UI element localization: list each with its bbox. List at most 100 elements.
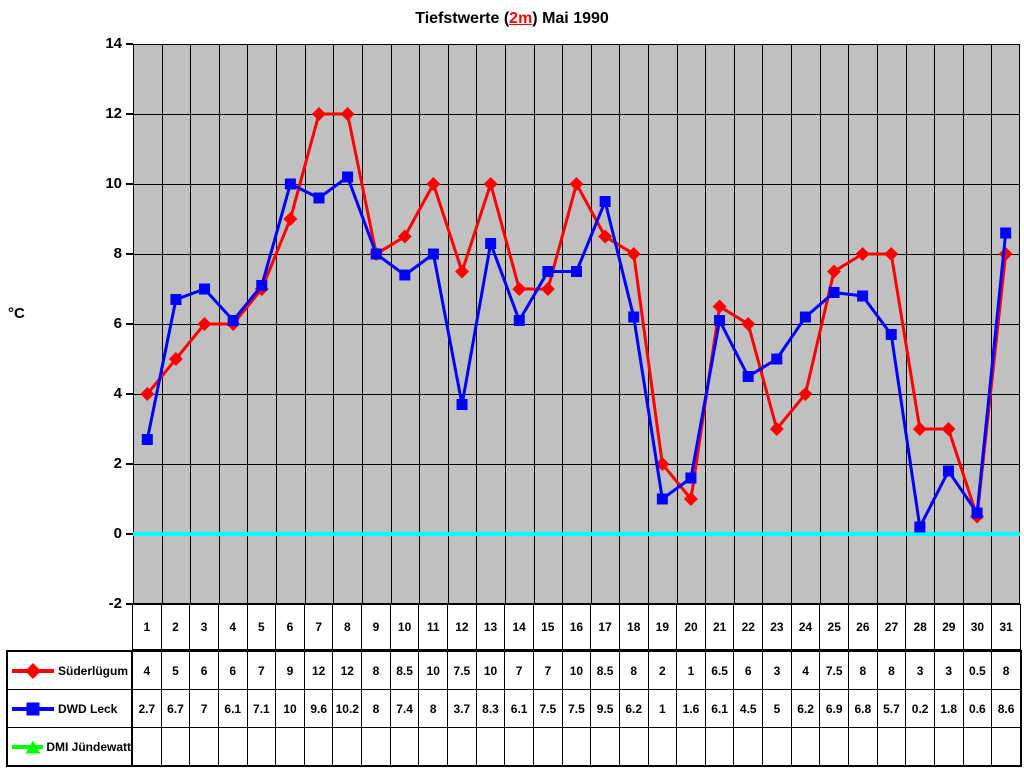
table-cell: 8 [361,690,390,727]
data-point-marker-icon [912,422,927,436]
y-axis-tick-label: 2 [113,455,122,472]
table-cell: 5.7 [876,690,906,727]
data-point-marker-icon [199,283,211,295]
data-point-marker-icon [227,315,239,326]
table-cell [590,728,619,765]
table-cell [504,728,533,765]
table-cell [991,728,1020,765]
table-cell [475,728,505,765]
data-point-marker-icon [540,282,555,296]
table-cell: 6.5 [704,652,734,689]
data-point-marker-icon [827,264,842,279]
table-cell: 1.8 [933,690,963,727]
table-cell: 8.5 [389,652,419,689]
table-row: DWD Leck 2.7 6.7 7 6.1 7.1 10 9.6 10.2 8 7.4 8 3.7 8.… [8,689,1020,727]
data-point-marker-icon [741,317,756,331]
data-point-marker-icon [998,247,1013,261]
table-cell: 9 [275,652,304,689]
table-cell: 3 [933,652,963,689]
day-header-cell: 6 [275,605,304,649]
data-point-marker-icon [857,290,869,302]
day-header-cell: 7 [303,605,333,649]
day-header-cell: 10 [389,605,419,649]
chart-svg [133,44,1020,604]
table-cell [647,728,677,765]
table-cell [418,728,447,765]
table-cell: 1 [676,652,705,689]
table-cell: 10 [275,690,304,727]
table-cell: 0.5 [962,652,992,689]
table-cell: 6.7 [160,690,190,727]
table-cell: 10 [418,652,447,689]
table-cell: 8 [361,652,390,689]
table-cell: 7.5 [532,690,562,727]
y-axis-tick-label: 8 [113,245,122,262]
data-point-marker-icon [397,229,412,244]
table-cell [561,728,591,765]
table-cell: 7.5 [447,652,476,689]
y-axis-tick-mark-icon [126,323,133,325]
data-point-marker-icon [828,287,840,298]
table-cell: 0.6 [962,690,992,727]
day-header-cell: 21 [704,605,734,649]
day-header-cell: 30 [962,605,992,649]
data-point-marker-icon [456,399,468,410]
data-point-marker-icon [685,472,697,484]
table-cell: 6.1 [217,690,247,727]
day-header-cell: 22 [733,605,762,649]
table-cell: 7.5 [819,652,848,689]
y-axis-tick-mark-icon [126,113,133,115]
table-cell [189,728,218,765]
y-axis-tick-label: 12 [105,105,122,122]
table-cell [618,728,648,765]
y-axis-tick-label: 14 [105,35,122,52]
data-point-marker-icon [426,177,441,191]
table-cell: 3 [905,652,934,689]
day-header-cell: 15 [532,605,562,649]
table-cell [217,728,247,765]
legend-label: Süderlügum [58,663,129,678]
data-point-marker-icon [971,507,983,519]
legend-label: DMI Jündewatt [46,739,131,754]
day-header-cell: 9 [361,605,390,649]
data-point-marker-icon [656,493,668,505]
data-point-marker-icon [884,247,899,261]
y-axis-tick-label: 0 [113,525,122,542]
data-point-marker-icon [399,269,411,281]
table-cell [160,728,190,765]
data-point-marker-icon [942,465,954,477]
table-cell: 9.6 [303,690,333,727]
series-diamond [140,107,1013,524]
data-point-marker-icon [714,315,726,326]
table-cell: 7 [504,652,533,689]
data-point-marker-icon [598,229,613,244]
chart-title-suffix: ) Mai 1990 [532,10,609,27]
data-point-marker-icon [941,422,956,436]
data-point-marker-icon [311,107,326,121]
y-axis-tick-mark-icon [126,183,133,185]
table-cell [447,728,476,765]
table-cell: 7.1 [246,690,276,727]
table-cell: 8.5 [590,652,619,689]
day-header-cell: 16 [561,605,591,649]
day-header-cell: 2 [160,605,190,649]
data-point-marker-icon [628,311,640,323]
table-cell: 6.1 [504,690,533,727]
day-header-cell: 19 [647,605,677,649]
day-header-cell: 20 [676,605,705,649]
chart-title: Tiefstwerte (2m) Mai 1990 [0,10,1024,28]
day-header-cell: 29 [933,605,963,649]
data-point-marker-icon [914,521,926,533]
table-cell: 4 [790,652,820,689]
data-point-marker-icon [571,266,582,277]
day-header-cell: 12 [447,605,476,649]
day-header-cell: 23 [762,605,791,649]
table-cell: 7.4 [389,690,419,727]
table-cell: 6.9 [819,690,848,727]
data-point-marker-icon [485,238,497,249]
legend-marker-square-icon [12,702,54,715]
legend-cell: DMI Jündewatt [8,728,132,765]
table-cell [905,728,934,765]
day-header-cell: 26 [848,605,877,649]
day-header-cell: 11 [418,605,447,649]
